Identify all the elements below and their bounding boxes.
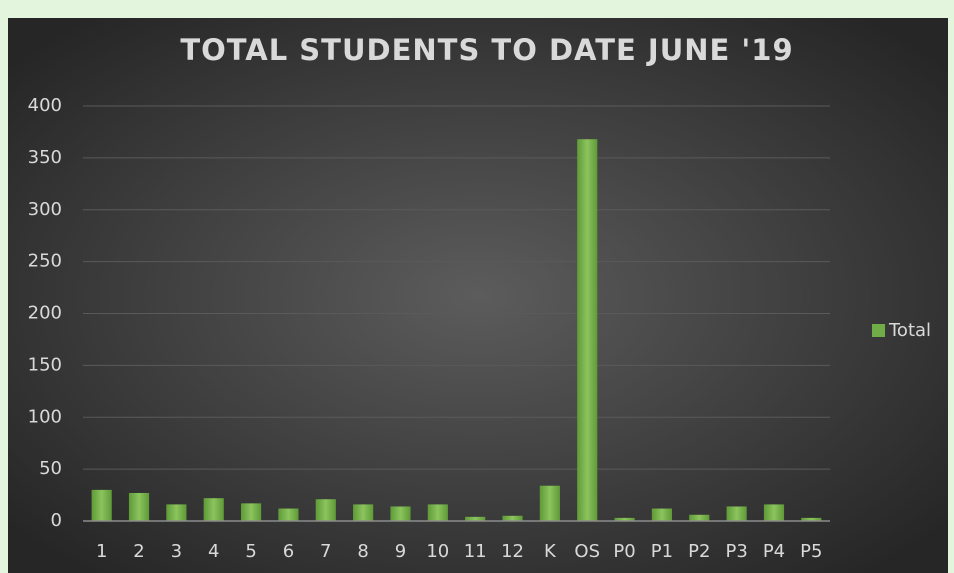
legend-label: Total: [888, 320, 931, 341]
x-tick-label: 11: [464, 541, 487, 562]
bar: [128, 492, 150, 521]
chart-title: TOTAL STUDENTS TO DATE JUNE '19: [180, 33, 793, 67]
bar: [726, 506, 747, 521]
y-tick-label: 350: [28, 147, 62, 168]
bar: [539, 485, 560, 521]
bar: [203, 498, 224, 521]
x-tick-label: 12: [501, 541, 524, 562]
x-tick-label: 9: [395, 541, 406, 562]
x-tick-label: 8: [357, 541, 368, 562]
x-tick-label: P3: [725, 541, 747, 562]
x-tick-label: P2: [688, 541, 710, 562]
bar: [577, 139, 598, 521]
bar: [240, 503, 262, 521]
bar: [390, 506, 411, 521]
bar: [278, 508, 299, 521]
x-tick-label: OS: [574, 541, 600, 562]
legend-swatch: [872, 324, 885, 337]
bar: [353, 504, 374, 521]
x-tick-label: 4: [208, 541, 219, 562]
x-tick-label: 2: [133, 541, 144, 562]
bar: [166, 504, 187, 521]
chart-background: [8, 18, 948, 573]
y-tick-label: 150: [28, 354, 62, 375]
x-tick-label: P0: [613, 541, 635, 562]
bar: [502, 515, 523, 521]
x-tick-label: 6: [283, 541, 294, 562]
bar: [91, 489, 112, 521]
bar: [427, 504, 448, 521]
bar: [763, 504, 785, 521]
bar: [689, 514, 710, 521]
y-tick-label: 200: [28, 303, 62, 324]
x-tick-label: P5: [800, 541, 822, 562]
x-tick-label: P1: [651, 541, 673, 562]
x-tick-label: K: [544, 541, 557, 562]
bar: [801, 517, 822, 521]
x-tick-label: 10: [426, 541, 449, 562]
bar: [614, 517, 635, 521]
y-tick-label: 400: [28, 95, 62, 116]
y-tick-label: 100: [28, 406, 62, 427]
y-tick-label: 50: [39, 458, 62, 479]
bar: [651, 508, 673, 521]
y-tick-label: 0: [51, 510, 62, 531]
x-tick-label: 1: [96, 541, 107, 562]
bar: [465, 516, 486, 521]
x-tick-label: 3: [171, 541, 182, 562]
x-tick-label: 7: [320, 541, 331, 562]
x-tick-label: 5: [245, 541, 256, 562]
y-tick-label: 250: [28, 251, 62, 272]
x-tick-label: P4: [763, 541, 785, 562]
y-tick-label: 300: [28, 199, 62, 220]
bar: [315, 499, 336, 521]
